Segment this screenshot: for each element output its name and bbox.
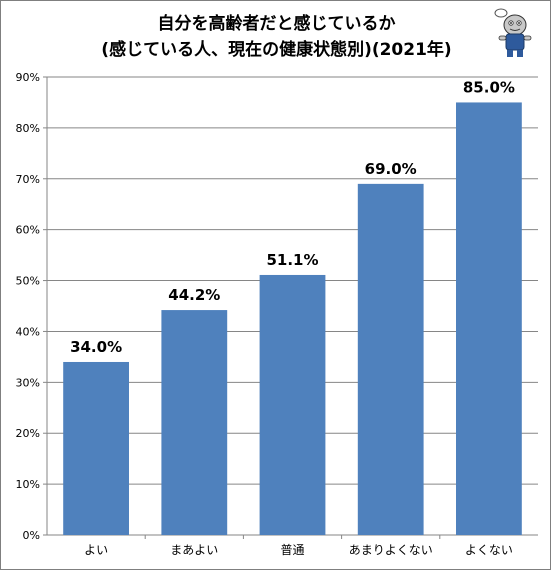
x-category-label: 普通 (280, 543, 304, 557)
y-tick-label: 80% (16, 122, 40, 135)
chart-subtitle: (感じている人、現在の健康状態別)(2021年) (101, 40, 452, 60)
y-tick-label: 50% (16, 275, 40, 288)
bar (161, 310, 228, 535)
bar (456, 102, 522, 535)
data-label: 34.0% (70, 338, 122, 356)
y-tick-label: 10% (16, 478, 40, 491)
x-category-label: あまりよくない (349, 543, 433, 557)
y-tick-label: 60% (16, 224, 40, 237)
y-tick-label: 40% (16, 325, 40, 338)
y-tick-label: 20% (16, 427, 40, 440)
y-tick-label: 90% (16, 71, 40, 84)
data-label: 85.0% (463, 78, 515, 96)
x-category-label: まあよい (170, 543, 218, 557)
chart-title: 自分を高齢者だと感じているか (157, 14, 396, 34)
bar (63, 361, 129, 535)
data-label: 69.0% (365, 160, 417, 178)
data-label: 51.1% (266, 251, 318, 269)
mascot-character-icon (494, 8, 532, 57)
y-tick-label: 0% (23, 529, 40, 542)
data-label: 44.2% (168, 286, 220, 304)
y-tick-label: 70% (16, 173, 40, 186)
bar (259, 274, 326, 535)
bar (357, 183, 424, 535)
x-category-label: よい (84, 543, 108, 557)
y-tick-label: 30% (16, 376, 40, 389)
x-category-label: よくない (465, 543, 513, 557)
